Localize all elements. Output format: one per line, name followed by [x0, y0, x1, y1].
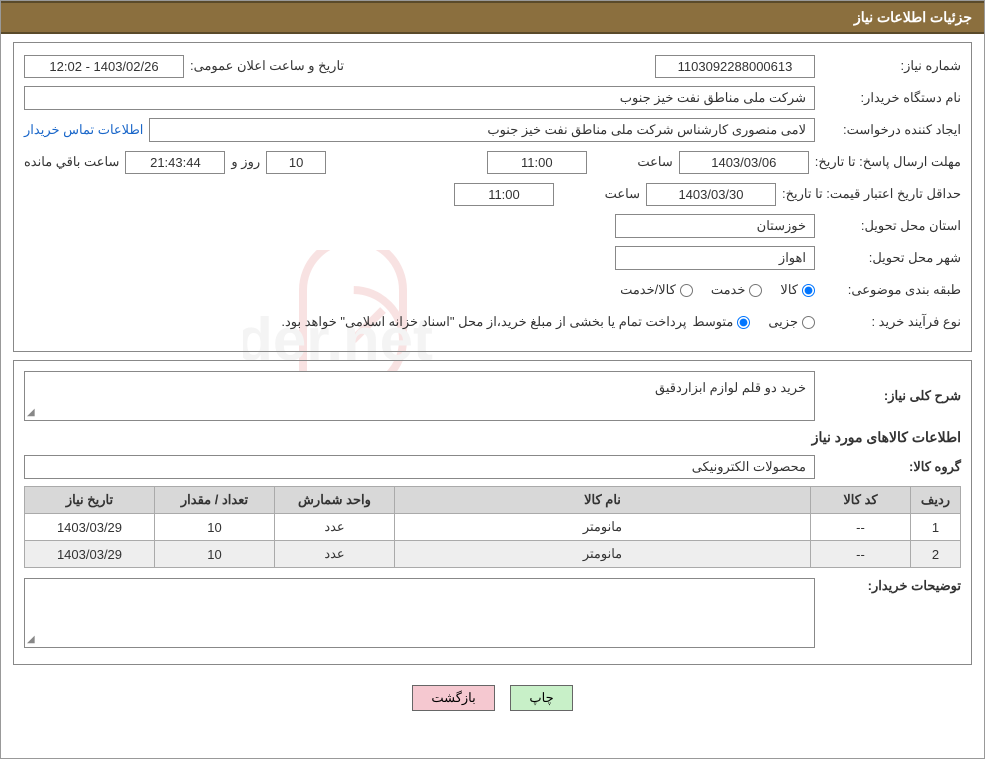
days-and-label: روز و: [231, 154, 260, 170]
cell-row: 2: [911, 541, 961, 568]
time-label-1: ساعت: [593, 154, 673, 170]
radio-medium-input[interactable]: [737, 316, 750, 329]
radio-partial[interactable]: جزیی: [768, 314, 815, 330]
radio-medium[interactable]: متوسط: [692, 314, 750, 330]
need-section: شرح کلی نیاز: خرید دو قلم لوازم ابزاردقی…: [13, 360, 972, 665]
items-table: ردیف کد کالا نام کالا واحد شمارش تعداد /…: [24, 486, 961, 568]
group-field: محصولات الکترونیکی: [24, 455, 815, 479]
back-button[interactable]: بازگشت: [412, 685, 494, 711]
notes-field[interactable]: ◢: [24, 578, 815, 648]
process-label: نوع فرآیند خرید :: [821, 314, 961, 330]
requester-label: ایجاد کننده درخواست:: [821, 122, 961, 138]
deadline-time-field: 11:00: [487, 151, 587, 174]
buyer-org-label: نام دستگاه خریدار:: [821, 90, 961, 106]
desc-label: شرح کلی نیاز:: [821, 388, 961, 404]
cell-date: 1403/03/29: [25, 514, 155, 541]
days-field: 10: [266, 151, 326, 174]
col-unit: واحد شمارش: [275, 487, 395, 514]
cell-unit: عدد: [275, 541, 395, 568]
radio-goods-service-label: کالا/خدمت: [620, 282, 676, 298]
city-field: اهواز: [615, 246, 815, 270]
city-label: شهر محل تحویل:: [821, 250, 961, 266]
print-button[interactable]: چاپ: [510, 685, 572, 711]
col-date: تاریخ نیاز: [25, 487, 155, 514]
radio-partial-label: جزیی: [768, 314, 798, 330]
buyer-org-field: شرکت ملی مناطق نفت خیز جنوب: [24, 86, 815, 110]
deadline-label-2: تا تاریخ:: [815, 154, 856, 169]
notes-label: توضیحات خریدار:: [821, 578, 961, 594]
cell-row: 1: [911, 514, 961, 541]
cell-name: مانومتر: [395, 541, 811, 568]
info-section: شماره نیاز: 1103092288000613 تاریخ و ساع…: [13, 42, 972, 352]
deadline-date-field: 1403/03/06: [679, 151, 809, 174]
cell-code: --: [811, 514, 911, 541]
countdown-field: 21:43:44: [125, 151, 225, 174]
province-field: خوزستان: [615, 214, 815, 238]
col-name: نام کالا: [395, 487, 811, 514]
col-row: ردیف: [911, 487, 961, 514]
deadline-label: مهلت ارسال پاسخ: تا تاریخ:: [815, 154, 961, 170]
desc-text: خرید دو قلم لوازم ابزاردقیق: [655, 380, 806, 395]
radio-goods-service-input[interactable]: [680, 284, 693, 297]
radio-service[interactable]: خدمت: [711, 282, 763, 298]
radio-service-label: خدمت: [711, 282, 746, 298]
desc-field: خرید دو قلم لوازم ابزاردقیق ◢: [24, 371, 815, 421]
need-number-field: 1103092288000613: [655, 55, 815, 78]
col-code: کد کالا: [811, 487, 911, 514]
items-title: اطلاعات کالاهای مورد نیاز: [24, 429, 961, 446]
radio-partial-input[interactable]: [802, 316, 815, 329]
radio-goods-input[interactable]: [802, 284, 815, 297]
announce-field: 1403/02/26 - 12:02: [24, 55, 184, 78]
radio-goods-label: کالا: [780, 282, 798, 298]
validity-time-field: 11:00: [454, 183, 554, 206]
requester-field: لامی منصوری کارشناس شرکت ملی مناطق نفت خ…: [149, 118, 815, 142]
validity-label: حداقل تاریخ اعتبار قیمت: تا تاریخ:: [782, 186, 961, 202]
group-label: گروه کالا:: [821, 459, 961, 475]
resize-handle-icon-2[interactable]: ◢: [27, 634, 35, 645]
cell-date: 1403/03/29: [25, 541, 155, 568]
radio-medium-label: متوسط: [692, 314, 733, 330]
category-label: طبقه بندی موضوعی:: [821, 282, 961, 298]
radio-goods[interactable]: کالا: [780, 282, 815, 298]
validity-date-field: 1403/03/30: [646, 183, 776, 206]
province-label: استان محل تحویل:: [821, 218, 961, 234]
table-row: 2--مانومترعدد101403/03/29: [25, 541, 961, 568]
cell-qty: 10: [155, 514, 275, 541]
cell-qty: 10: [155, 541, 275, 568]
table-row: 1--مانومترعدد101403/03/29: [25, 514, 961, 541]
button-row: چاپ بازگشت: [1, 673, 984, 723]
time-label-2: ساعت: [560, 186, 640, 202]
page-title: جزئیات اطلاعات نیاز: [1, 1, 984, 34]
process-radio-group: جزیی متوسط: [692, 314, 815, 330]
cell-name: مانومتر: [395, 514, 811, 541]
resize-handle-icon[interactable]: ◢: [27, 407, 35, 418]
category-radio-group: کالا خدمت کالا/خدمت: [620, 282, 815, 298]
deadline-label-1: مهلت ارسال پاسخ:: [859, 154, 961, 169]
validity-label-2: تا تاریخ:: [782, 186, 823, 201]
cell-unit: عدد: [275, 514, 395, 541]
table-header-row: ردیف کد کالا نام کالا واحد شمارش تعداد /…: [25, 487, 961, 514]
remaining-label: ساعت باقي مانده: [24, 154, 119, 170]
contact-link[interactable]: اطلاعات تماس خریدار: [24, 122, 143, 138]
radio-service-input[interactable]: [749, 284, 762, 297]
radio-goods-service[interactable]: کالا/خدمت: [620, 282, 693, 298]
announce-label: تاریخ و ساعت اعلان عمومی:: [190, 58, 344, 74]
need-number-label: شماره نیاز:: [821, 58, 961, 74]
validity-label-1: حداقل تاریخ اعتبار قیمت:: [826, 186, 961, 201]
cell-code: --: [811, 541, 911, 568]
col-qty: تعداد / مقدار: [155, 487, 275, 514]
process-note: پرداخت تمام یا بخشی از مبلغ خرید،از محل …: [281, 314, 686, 330]
